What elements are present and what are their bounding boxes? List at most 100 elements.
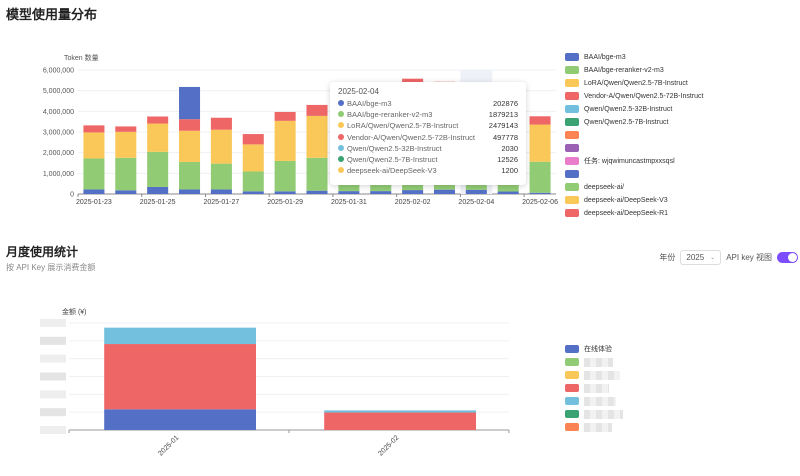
api-key-view-toggle[interactable]	[777, 252, 798, 263]
legend-swatch	[565, 105, 579, 113]
legend-swatch	[565, 345, 579, 353]
bar-segment	[338, 191, 360, 194]
tooltip-row: deepseek-ai/DeepSeek-V3 1200	[338, 165, 518, 176]
legend-item[interactable]: Qwen/Qwen2.5-7B-Instruct	[565, 117, 668, 127]
legend-item[interactable]	[565, 370, 620, 380]
tooltip-value: 202876	[492, 99, 518, 109]
y-tick-label-redacted	[40, 426, 66, 434]
legend-item[interactable]: BAAI/bge-m3	[565, 52, 626, 62]
legend-item[interactable]: deepseek-ai/DeepSeek-V3	[565, 195, 668, 205]
bar-segment	[306, 190, 328, 194]
tooltip-value: 497778	[492, 132, 518, 142]
tooltip-value: 1879213	[488, 110, 518, 120]
y-tick-label: 2,000,000	[43, 150, 74, 157]
bar-segment	[242, 134, 264, 145]
legend-swatch	[565, 410, 579, 418]
view-toggle-label: API key 视图	[726, 253, 772, 262]
bar-segment	[274, 111, 296, 121]
legend-swatch	[565, 371, 579, 379]
tooltip-series: Vendor-A/Qwen/Qwen2.5-72B-Instruct	[347, 132, 475, 142]
chevron-down-icon: ⌄	[710, 255, 716, 261]
legend-swatch	[565, 144, 579, 152]
usage-section-title: 模型使用量分布	[6, 7, 98, 22]
legend-swatch	[565, 157, 579, 165]
x-tick-label: 2025-01-25	[140, 199, 176, 206]
bar-segment	[370, 191, 392, 194]
legend-item[interactable]	[565, 422, 612, 432]
year-label: 年份	[659, 253, 676, 262]
y-tick-label: 0	[70, 192, 74, 199]
bar-segment	[242, 191, 264, 194]
series-dot-icon	[338, 156, 344, 163]
legend-item[interactable]	[565, 396, 616, 406]
bar-segment	[147, 151, 169, 187]
legend-item[interactable]: 任务: wjqwimuncastmpxxsqsl	[565, 156, 675, 166]
legend-item[interactable]	[565, 130, 584, 140]
monthly-controls: 年份 2025 ⌄ API key 视图	[659, 250, 798, 265]
tooltip-series: BAAI/bge-m3	[347, 99, 392, 109]
legend-item[interactable]: BAAI/bge-reranker-v2-m3	[565, 65, 664, 75]
y-axis-title: 金额 (¥)	[62, 307, 87, 316]
x-tick-label: 2025-01-27	[203, 199, 239, 206]
series-dot-icon	[338, 111, 344, 118]
legend-item[interactable]	[565, 143, 584, 153]
series-dot-icon	[338, 133, 344, 140]
legend-swatch	[565, 196, 579, 204]
tooltip-row: LoRA/Qwen/Qwen2.5-7B-Instruct 2479143	[338, 120, 518, 131]
year-select[interactable]: 2025 ⌄	[680, 250, 722, 265]
bar-segment	[115, 126, 137, 132]
bar-segment	[115, 157, 137, 191]
legend-item[interactable]: Qwen/Qwen2.5-32B-Instruct	[565, 104, 672, 114]
bar-segment	[274, 191, 296, 194]
y-tick-label-redacted	[40, 354, 66, 363]
legend-label: Vendor-A/Qwen/Qwen2.5-72B-Instruct	[584, 92, 704, 100]
bar-segment	[179, 119, 201, 131]
y-tick-label: 6,000,000	[43, 68, 74, 75]
bar-segment	[147, 123, 169, 152]
legend-label-redacted	[584, 396, 616, 406]
series-dot-icon	[338, 100, 344, 107]
legend-swatch	[565, 397, 579, 405]
bar-segment	[179, 161, 201, 190]
legend-label-redacted	[584, 409, 623, 419]
series-dot-icon	[338, 122, 344, 129]
series-dot-icon	[338, 144, 344, 151]
legend-item[interactable]: Vendor-A/Qwen/Qwen2.5-72B-Instruct	[565, 91, 703, 101]
chart-tooltip: 2025-02-04 BAAI/bge-m3 202876 BAAI/bge-rer…	[330, 82, 526, 185]
bar-segment	[83, 125, 105, 133]
legend-label-redacted	[584, 422, 612, 432]
x-tick-label: 2025-01-31	[331, 199, 367, 206]
tooltip-series: Qwen/Qwen2.5-7B-Instruct	[347, 155, 438, 165]
legend-label: Qwen/Qwen2.5-7B-Instruct	[584, 118, 669, 126]
tooltip-value: 2030	[501, 143, 518, 153]
bar-segment	[179, 189, 201, 194]
legend-swatch	[565, 423, 579, 431]
legend-label: deepseek-ai/DeepSeek-V3	[584, 196, 668, 204]
legend-swatch	[565, 209, 579, 217]
x-tick-label: 2025-02-02	[395, 199, 431, 206]
legend-item[interactable]	[565, 409, 623, 419]
legend-swatch	[565, 79, 579, 87]
bar-segment	[242, 144, 264, 172]
bar-segment	[529, 161, 551, 193]
monthly-cost-chart: 金额 (¥) 2025-01 2025-02	[40, 307, 510, 458]
y-tick-label: 1,000,000	[43, 171, 74, 178]
legend-item[interactable]: deepseek-ai/	[565, 182, 624, 192]
x-tick-label: 2025-02	[377, 434, 400, 457]
legend-swatch	[565, 358, 579, 366]
legend-item[interactable]	[565, 357, 613, 367]
bar-segment	[306, 104, 328, 116]
legend-item[interactable]	[565, 169, 584, 179]
y-tick-label: 5,000,000	[43, 88, 74, 95]
bar-segment	[83, 158, 105, 190]
y-tick-label-redacted	[40, 336, 66, 345]
bar-segment	[104, 344, 256, 410]
tooltip-row: Vendor-A/Qwen/Qwen2.5-72B-Instruct 497778	[338, 132, 518, 143]
legend-item[interactable]: LoRA/Qwen/Qwen2.5-7B-Instruct	[565, 78, 688, 88]
bar-segment	[402, 190, 424, 194]
bar-segment	[529, 124, 551, 162]
legend-item[interactable]: deepseek-ai/DeepSeek-R1	[565, 208, 668, 218]
legend-item[interactable]: 在线体验	[565, 344, 612, 354]
monthly-section-subtitle: 按 API Key 展示消费金额	[6, 263, 96, 272]
legend-item[interactable]	[565, 383, 609, 393]
